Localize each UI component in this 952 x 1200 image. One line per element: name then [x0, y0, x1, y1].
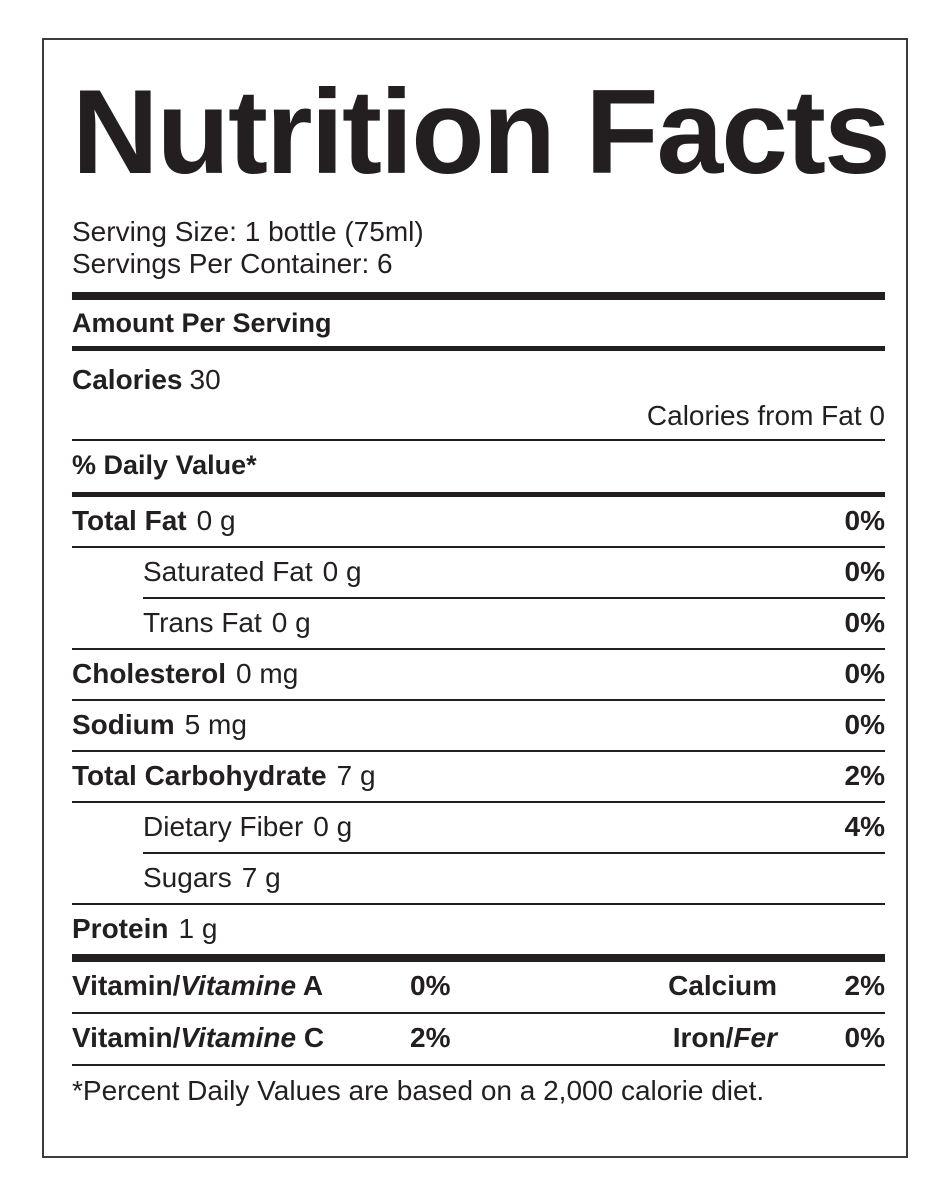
divider-indented: [143, 852, 885, 854]
daily-value: 0%: [844, 658, 885, 689]
divider: [72, 648, 885, 650]
nutrient-label: Sodium 5 mg: [72, 709, 247, 740]
nutrient-label: Saturated Fat 0 g: [143, 556, 362, 587]
nutrient-row-dietary-fiber: Dietary Fiber 0 g 4%: [72, 803, 885, 852]
nutrient-row-sugars: Sugars 7 g: [72, 854, 885, 903]
serving-size: Serving Size: 1 bottle (75ml): [72, 216, 424, 247]
nutrient-label: Dietary Fiber 0 g: [143, 811, 353, 842]
daily-value: 0%: [844, 556, 885, 587]
amount-per-serving-header: Amount Per Serving: [72, 308, 332, 338]
divider: [72, 903, 885, 905]
calcium-label: Calcium: [668, 970, 777, 1001]
thick-divider: [72, 492, 885, 497]
servings-per-container: Servings Per Container: 6: [72, 248, 393, 279]
daily-value: 0%: [844, 607, 885, 638]
nutrient-row-cholesterol: Cholesterol 0 mg 0%: [72, 650, 885, 699]
daily-value-header: % Daily Value*: [72, 450, 257, 480]
iron-percent: 0%: [844, 1022, 885, 1053]
nutrient-row-total-fat: Total Fat 0 g 0%: [72, 497, 885, 546]
thick-divider: [72, 292, 885, 300]
iron-label: Iron/Fer: [672, 1022, 777, 1053]
divider: [72, 546, 885, 548]
calcium-percent: 2%: [844, 970, 885, 1001]
divider: [72, 1064, 885, 1066]
nutrient-row-saturated-fat: Saturated Fat 0 g 0%: [72, 548, 885, 597]
divider-indented: [143, 597, 885, 599]
daily-value-footnote: *Percent Daily Values are based on a 2,0…: [72, 1075, 765, 1106]
nutrient-label: Protein 1 g: [72, 913, 218, 944]
serving-info: Serving Size: 1 bottle (75ml) Servings P…: [72, 216, 885, 280]
nutrient-row-total-carbohydrate: Total Carbohydrate 7 g 2%: [72, 752, 885, 801]
nutrient-label: Sugars 7 g: [143, 862, 281, 893]
daily-value: 0%: [844, 505, 885, 536]
vitamin-a-label: Vitamin/Vitamine A: [72, 970, 324, 1001]
vitamin-c-label: Vitamin/Vitamine C: [72, 1022, 325, 1053]
nutrition-label: Nutrition Facts Serving Size: 1 bottle (…: [42, 38, 908, 1158]
daily-value: 0%: [844, 709, 885, 740]
calories-label: Calories: [72, 364, 183, 395]
divider: [72, 439, 885, 441]
calories-row: Calories 30: [72, 351, 885, 395]
divider: [72, 1012, 885, 1014]
divider: [72, 699, 885, 701]
label-title: Nutrition Facts: [72, 65, 891, 199]
vitamin-row-a-calcium: Vitamin/Vitamine A 0% Calcium 2%: [72, 962, 885, 1012]
nutrient-row-sodium: Sodium 5 mg 0%: [72, 701, 885, 750]
calories-value: 30: [189, 364, 221, 395]
nutrient-row-protein: Protein 1 g: [72, 905, 885, 954]
vitamin-c-percent: 2%: [410, 1022, 451, 1053]
daily-value: 4%: [844, 811, 885, 842]
nutrient-label: Cholesterol 0 mg: [72, 658, 299, 689]
calories-from-fat: Calories from Fat 0: [646, 400, 885, 431]
nutrient-label: Trans Fat 0 g: [143, 607, 311, 638]
daily-value: 2%: [844, 760, 885, 791]
vitamin-a-percent: 0%: [410, 970, 451, 1001]
nutrient-row-trans-fat: Trans Fat 0 g 0%: [72, 599, 885, 648]
vitamin-row-c-iron: Vitamin/Vitamine C 2% Iron/Fer 0%: [72, 1014, 885, 1064]
divider: [72, 801, 885, 803]
nutrient-label: Total Fat 0 g: [72, 505, 236, 536]
divider: [72, 750, 885, 752]
thick-divider: [72, 954, 885, 962]
thick-divider: [72, 346, 885, 351]
nutrient-label: Total Carbohydrate 7 g: [72, 760, 376, 791]
